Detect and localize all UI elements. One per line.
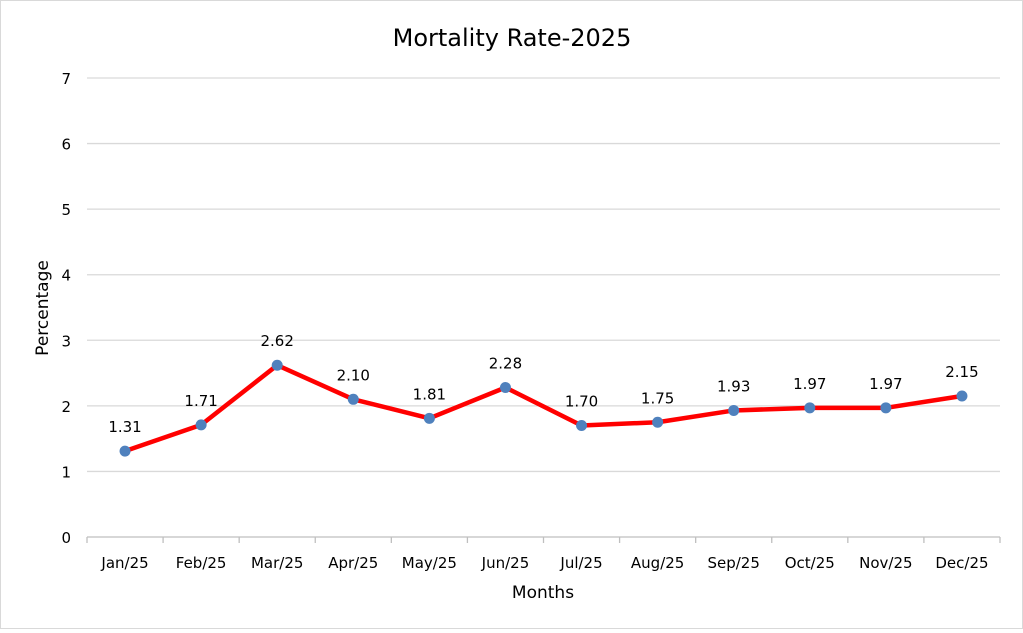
data-point [652, 416, 664, 428]
data-label: 2.15 [945, 363, 978, 381]
y-tick-label: 2 [61, 398, 71, 416]
data-label: 1.93 [717, 377, 750, 395]
data-point [119, 445, 131, 457]
chart-title: Mortality Rate-2025 [393, 24, 632, 52]
data-point [728, 404, 740, 416]
data-label: 1.31 [108, 418, 141, 436]
x-tick-label: Apr/25 [328, 554, 378, 572]
x-tick-label: Jul/25 [559, 554, 602, 572]
x-tick-label: Dec/25 [935, 554, 988, 572]
x-tick-label: Oct/25 [785, 554, 835, 572]
data-label: 1.71 [184, 392, 217, 410]
y-tick-label: 4 [61, 267, 71, 285]
y-tick-label: 0 [61, 529, 71, 547]
y-tick-label: 3 [61, 332, 71, 350]
x-tick-label: Mar/25 [251, 554, 303, 572]
data-label: 1.81 [413, 385, 446, 403]
data-point [347, 393, 359, 405]
data-label: 1.75 [641, 389, 674, 407]
y-tick-label: 7 [61, 70, 71, 88]
x-tick-label: Jun/25 [481, 554, 530, 572]
x-tick-label: Aug/25 [631, 554, 684, 572]
data-point [271, 359, 283, 371]
x-tick-label: Sep/25 [707, 554, 759, 572]
x-tick-label: Jan/25 [100, 554, 148, 572]
data-label: 2.28 [489, 354, 522, 372]
x-axis-label: Months [512, 583, 574, 603]
data-point [195, 419, 207, 431]
x-tick-label: Feb/25 [176, 554, 227, 572]
data-label: 1.70 [565, 393, 598, 411]
data-point [804, 402, 816, 414]
y-axis-label: Percentage [33, 260, 53, 356]
data-label: 2.10 [337, 366, 370, 384]
x-tick-label: May/25 [402, 554, 457, 572]
data-label: 1.97 [869, 375, 902, 393]
series-line [124, 362, 963, 454]
x-tick-label: Nov/25 [859, 554, 912, 572]
data-point [956, 390, 968, 402]
data-label: 1.97 [793, 375, 826, 393]
data-point [576, 420, 588, 432]
y-tick-label: 5 [61, 201, 71, 219]
data-point [880, 402, 892, 414]
data-label: 2.62 [261, 332, 294, 350]
data-point [423, 412, 435, 424]
y-tick-label: 1 [61, 463, 71, 481]
data-point [499, 381, 511, 393]
y-tick-label: 6 [61, 136, 71, 154]
